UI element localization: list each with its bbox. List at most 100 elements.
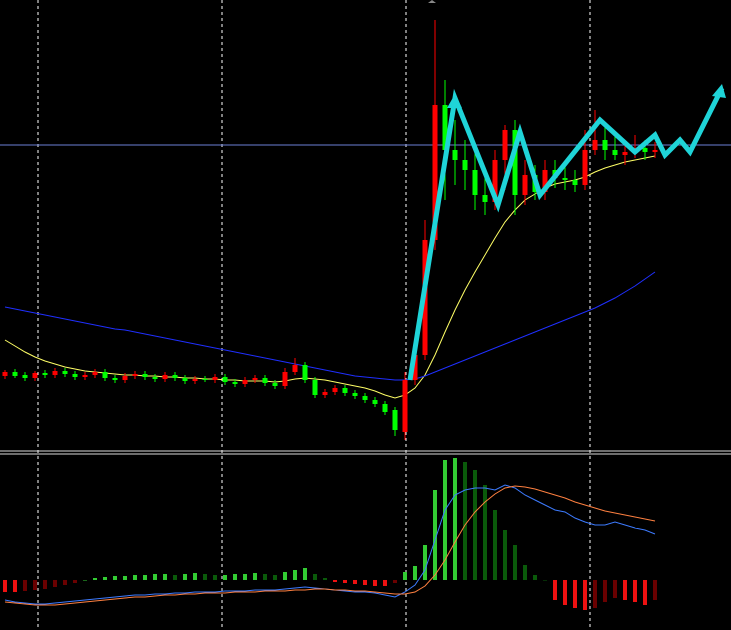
histogram-bar	[153, 574, 157, 580]
candle-body	[42, 373, 48, 375]
histogram-bar	[523, 565, 527, 580]
candle-body	[62, 371, 68, 374]
candle-body	[582, 150, 588, 185]
histogram-bar	[423, 545, 427, 580]
candle-body	[292, 365, 298, 372]
histogram-bar	[493, 510, 497, 580]
histogram-bar	[453, 458, 457, 580]
candle-body	[572, 180, 578, 185]
candle-body	[472, 170, 478, 195]
candle-body	[152, 377, 158, 379]
candle-body	[602, 140, 608, 150]
candle-body	[182, 378, 188, 381]
histogram-bar	[543, 580, 547, 581]
candle-body	[382, 404, 388, 412]
candle-body	[32, 373, 38, 378]
candle-body	[352, 393, 358, 396]
histogram-bar	[183, 574, 187, 580]
histogram-bar	[293, 570, 297, 580]
candle-body	[412, 355, 418, 380]
candle-body	[132, 374, 138, 376]
histogram-bar	[643, 580, 647, 605]
histogram-bar	[503, 530, 507, 580]
histogram-bar	[463, 462, 467, 580]
indicator-line	[4, 485, 656, 606]
histogram-bar	[233, 574, 237, 580]
candle-body	[622, 152, 628, 155]
histogram-bar	[93, 578, 97, 580]
histogram-bar	[303, 568, 307, 580]
histogram-bar	[483, 485, 487, 580]
candle-body	[242, 380, 248, 384]
arrow-head	[712, 84, 726, 98]
candle-body	[202, 379, 208, 380]
histogram-bar	[313, 574, 317, 580]
candle-body	[372, 400, 378, 404]
candle-body	[302, 365, 308, 380]
histogram-bar	[283, 572, 287, 580]
candle-body	[542, 170, 548, 192]
candle-body	[342, 388, 348, 393]
histogram-bar	[173, 575, 177, 580]
candle-body	[82, 375, 88, 377]
candle-body	[442, 105, 448, 150]
candle-body	[2, 372, 8, 376]
histogram-bar	[253, 573, 257, 580]
histogram-bar	[133, 575, 137, 580]
histogram-bar	[363, 580, 367, 585]
candle-body	[282, 372, 288, 386]
candle-body	[12, 372, 18, 376]
histogram-bar	[343, 580, 347, 583]
histogram-bar	[553, 580, 557, 600]
candle-body	[332, 388, 338, 392]
histogram-bar	[403, 572, 407, 580]
candle-body	[392, 410, 398, 430]
histogram-bar	[213, 575, 217, 580]
scroll-marker	[428, 0, 436, 3]
candle-body	[272, 383, 278, 386]
histogram-bar	[473, 470, 477, 580]
histogram-bar	[73, 580, 77, 583]
candle-body	[192, 379, 198, 381]
histogram-bar	[383, 580, 387, 586]
candle-body	[52, 371, 58, 375]
candle-body	[612, 150, 618, 155]
histogram-bar	[633, 580, 637, 602]
candle-body	[512, 130, 518, 195]
histogram-bar	[273, 575, 277, 580]
histogram-bar	[433, 490, 437, 580]
histogram-bar	[393, 580, 397, 583]
candle-body	[322, 392, 328, 395]
histogram-bar	[63, 580, 67, 585]
candle-body	[652, 150, 658, 152]
candle-body	[462, 160, 468, 170]
histogram-bar	[23, 580, 27, 591]
histogram-bar	[353, 580, 357, 584]
histogram-bar	[3, 580, 7, 592]
histogram-bar	[333, 580, 337, 582]
histogram-bar	[623, 580, 627, 600]
histogram-bar	[413, 566, 417, 580]
histogram-bar	[193, 573, 197, 580]
candle-body	[122, 376, 128, 380]
histogram-bar	[263, 574, 267, 580]
histogram-bar	[113, 576, 117, 580]
histogram-bar	[243, 574, 247, 580]
candle-body	[432, 105, 438, 240]
candle-body	[492, 160, 498, 202]
indicator-line	[4, 271, 656, 381]
histogram-bar	[373, 580, 377, 586]
arrow-head	[447, 94, 462, 108]
candle-body	[142, 374, 148, 377]
histogram-bar	[13, 580, 17, 592]
histogram-bar	[603, 580, 607, 602]
histogram-bar	[103, 577, 107, 580]
candle-body	[362, 396, 368, 400]
candle-body	[402, 380, 408, 432]
candle-body	[502, 130, 508, 160]
histogram-bar	[123, 576, 127, 580]
histogram-bar	[593, 580, 597, 608]
histogram-bar	[323, 578, 327, 580]
candle-body	[112, 378, 118, 380]
